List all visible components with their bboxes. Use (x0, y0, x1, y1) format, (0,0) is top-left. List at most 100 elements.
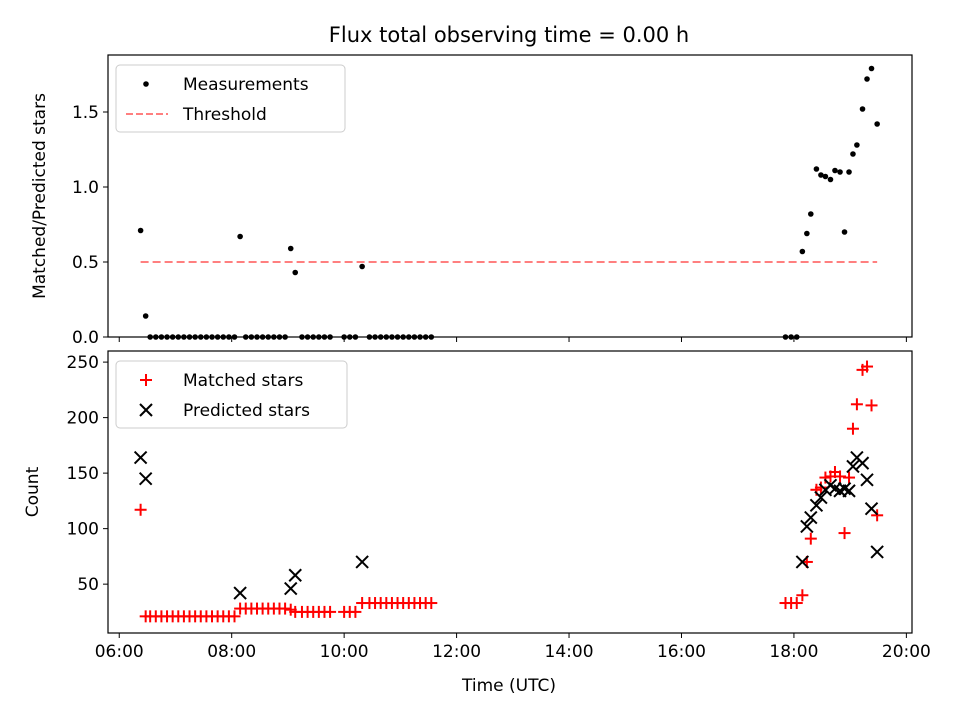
matched-star-point (349, 605, 362, 618)
predicted-star-point (804, 510, 818, 525)
predicted-star-stroke-b (795, 555, 810, 569)
predicted-star-stroke-b (133, 450, 148, 465)
measurement-point (859, 106, 866, 112)
measurement-point (237, 233, 243, 240)
measurement-point (799, 248, 806, 255)
predicted-star-point (864, 501, 879, 516)
measurement-point (822, 173, 829, 180)
predicted-star-point (288, 568, 302, 582)
legend-matched-label: Matched stars (183, 371, 303, 391)
predicted-star-point (138, 471, 153, 486)
chart-title: Flux total observing time = 0.00 h (329, 23, 689, 47)
x-tick-label: 06:00 (95, 642, 144, 662)
y-tick-label: 1.5 (72, 103, 99, 123)
x-tick-label: 10:00 (320, 642, 369, 662)
predicted-star-point (855, 456, 870, 470)
ratio-legend: Measurements Threshold (115, 64, 346, 133)
legend-matched-marker (140, 374, 152, 386)
predicted-star-stroke-b (804, 510, 818, 525)
predicted-star-stroke-b (138, 471, 153, 486)
measurement-point (874, 121, 880, 127)
measurement-point (142, 313, 149, 319)
predicted-star-stroke-b (828, 481, 842, 496)
count-xlabel: Time (UTC) (461, 676, 556, 696)
measurement-point (868, 65, 875, 72)
matched-star-point (871, 509, 884, 522)
predicted-star-stroke-b (846, 459, 860, 474)
measurement-point (832, 167, 838, 174)
measurement-point (804, 230, 810, 237)
measurement-point (864, 76, 870, 82)
y-tick-label: 100 (67, 520, 99, 540)
predicted-star-stroke-b (809, 498, 824, 513)
count-ylabel: Count (23, 466, 43, 517)
measurement-point (854, 142, 860, 148)
x-tick-label: 18:00 (769, 642, 818, 662)
x-tick-label: 12:00 (432, 642, 481, 662)
y-tick-label: 200 (67, 409, 99, 429)
count-axes-frame (107, 350, 913, 634)
y-tick-label: 250 (67, 353, 99, 373)
matched-star-point (324, 605, 337, 618)
predicted-star-point (842, 484, 856, 498)
measurement-point (818, 172, 824, 178)
measurement-point (813, 166, 820, 172)
predicted-star-point (133, 450, 148, 465)
x-tick-label: 20:00 (882, 642, 931, 662)
predicted-star-stroke-b (837, 481, 852, 496)
predicted-star-point (870, 545, 884, 559)
matched-star-point (861, 360, 874, 373)
count-legend: Matched stars Predicted stars (115, 360, 348, 429)
x-tick-label: 08:00 (207, 642, 256, 662)
predicted-star-stroke-b (800, 519, 814, 534)
predicted-star-stroke-b (233, 586, 247, 600)
predicted-star-point (800, 519, 814, 534)
predicted-star-point (284, 581, 298, 596)
matched-star-point (425, 597, 438, 610)
measurement-point (287, 245, 294, 252)
count-panel: Count Time (UTC) 06:00 08:00 10:00 12:00 14:… (23, 350, 931, 696)
count-axis-ticks: 06:00 08:00 10:00 12:00 14:00 16:00 18:00 20:00… (67, 353, 931, 662)
predicted-star-stroke-b (814, 490, 828, 505)
matched-star-point (814, 481, 827, 494)
x-tick-label: 14:00 (545, 642, 594, 662)
measurement-point (137, 227, 144, 234)
legend-measurements-label: Measurements (183, 75, 309, 95)
matched-star-point (796, 589, 809, 602)
matched-star-point (804, 532, 817, 545)
measurement-point (827, 176, 834, 183)
legend-predicted-label: Predicted stars (183, 401, 310, 421)
matched-star-point (846, 422, 859, 435)
measurement-point (841, 229, 848, 235)
matched-star-point (843, 471, 856, 484)
measurement-point (846, 169, 852, 175)
matched-star-point (865, 399, 878, 412)
ratio-panel: Flux total observing time = 0.00 h Match… (30, 23, 913, 348)
predicted-star-stroke-b (288, 568, 302, 582)
predicted-star-point (809, 498, 824, 513)
matched-star-point (134, 503, 147, 516)
predicted-star-stroke-b (355, 555, 369, 569)
legend-threshold-label: Threshold (182, 105, 267, 125)
matched-star-point (790, 597, 803, 610)
predicted-star-stroke-b (870, 545, 884, 559)
legend-predicted-marker (139, 403, 153, 417)
matched-star-point (228, 610, 241, 623)
ratio-marks (137, 65, 880, 340)
ratio-axis-ticks: 0.0 0.5 1.0 1.5 (72, 103, 907, 348)
predicted-star-point (846, 459, 860, 474)
measurement-point (837, 169, 843, 175)
matched-star-point (279, 602, 292, 615)
predicted-star-stroke-b (284, 581, 298, 596)
y-tick-label: 0.5 (72, 253, 99, 273)
matched-star-point (850, 398, 863, 411)
predicted-star-point (355, 555, 369, 569)
ratio-legend-box (115, 64, 346, 133)
count-legend-box (115, 360, 348, 429)
matched-star-point (834, 470, 847, 483)
measurement-point (359, 263, 365, 270)
y-tick-label: 0.0 (72, 328, 99, 348)
measurement-point (292, 269, 299, 276)
predicted-star-point (860, 473, 874, 487)
predicted-star-stroke-b (860, 473, 874, 487)
